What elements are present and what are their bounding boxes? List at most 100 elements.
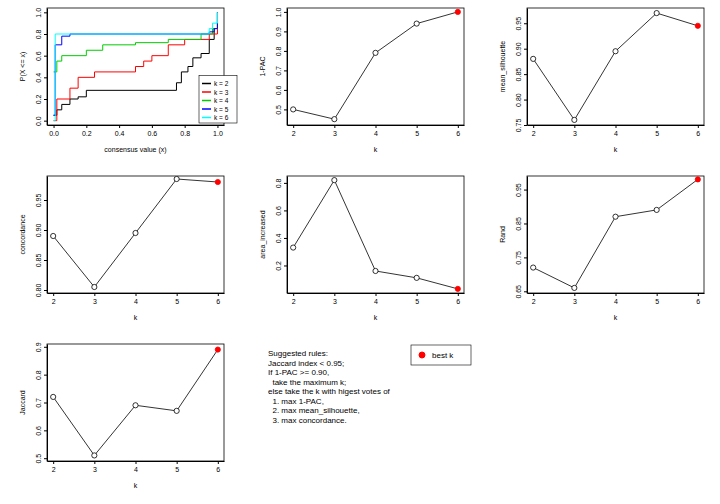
point bbox=[613, 49, 618, 54]
tick-label: 0.85 bbox=[515, 68, 522, 82]
tick-label: 0.6 bbox=[275, 206, 282, 216]
tick-label: 6 bbox=[456, 130, 460, 137]
tick: 0.95 bbox=[515, 183, 527, 197]
tick: 6 bbox=[456, 125, 460, 137]
plot-area bbox=[531, 177, 701, 291]
tick: 2 bbox=[532, 293, 536, 305]
y-axis-title: Jaccard bbox=[19, 390, 26, 415]
tick: 5 bbox=[655, 125, 659, 137]
rules-line: 1. max 1-PAC, bbox=[268, 397, 324, 406]
x-axis: 23456 bbox=[288, 293, 465, 305]
panel: 234560.20.40.60.8karea_increased bbox=[259, 176, 465, 321]
tick-label: 0.85 bbox=[515, 217, 522, 231]
plot-frame bbox=[527, 176, 704, 293]
tick-mark bbox=[524, 190, 527, 191]
tick: 0.85 bbox=[515, 68, 527, 82]
legend-box bbox=[411, 345, 471, 365]
tick-mark bbox=[44, 260, 47, 261]
y-axis-title: mean_silhouette bbox=[499, 41, 507, 92]
tick: 3 bbox=[93, 461, 97, 473]
tick-mark bbox=[53, 293, 54, 296]
plot-frame bbox=[47, 344, 224, 461]
tick: 0.4 bbox=[275, 233, 287, 243]
y-axis: 0.650.750.850.95 bbox=[515, 177, 528, 299]
tick-label: 0.95 bbox=[515, 183, 522, 197]
tick-mark bbox=[616, 125, 617, 128]
tick-label: 0.4 bbox=[115, 130, 125, 137]
tick-mark bbox=[44, 403, 47, 404]
tick-label: 0.7 bbox=[35, 398, 42, 408]
point bbox=[695, 23, 700, 28]
tick-mark bbox=[136, 293, 137, 296]
rules-line: 2. max mean_silhouette, bbox=[268, 406, 360, 415]
tick: 0.75 bbox=[515, 251, 527, 265]
plot-area bbox=[531, 10, 701, 122]
plot-frame bbox=[287, 176, 464, 293]
panel: 0.00.20.40.60.81.00.00.20.40.60.81.0cons… bbox=[19, 8, 237, 154]
plot-frame bbox=[47, 8, 224, 125]
axis-line bbox=[47, 177, 48, 294]
x-axis: 23456 bbox=[528, 125, 705, 137]
legend-swatch bbox=[419, 352, 425, 358]
tick-mark bbox=[94, 293, 95, 296]
point bbox=[92, 453, 97, 458]
tick: 0.8 bbox=[275, 178, 287, 188]
tick-label: 2 bbox=[292, 130, 296, 137]
legend-swatch bbox=[202, 91, 211, 93]
axis-line bbox=[527, 177, 528, 294]
series-line bbox=[54, 12, 218, 115]
tick-label: 2 bbox=[52, 298, 56, 305]
tick-label: 3 bbox=[93, 466, 97, 473]
y-axis-title: area_increased bbox=[259, 210, 267, 258]
tick-mark bbox=[53, 461, 54, 464]
tick-mark bbox=[284, 265, 287, 266]
tick: 4 bbox=[374, 125, 378, 137]
tick: 0.9 bbox=[35, 342, 47, 352]
tick-mark bbox=[376, 293, 377, 296]
tick: 1.0 bbox=[275, 7, 287, 17]
tick-mark bbox=[293, 125, 294, 128]
point bbox=[695, 177, 700, 182]
tick-mark bbox=[524, 74, 527, 75]
tick: 0.95 bbox=[515, 17, 527, 31]
series-line bbox=[533, 179, 698, 288]
tick-mark bbox=[284, 51, 287, 52]
y-axis: 0.50.60.70.80.91.0 bbox=[275, 7, 288, 125]
y-axis: 0.50.60.70.80.9 bbox=[35, 342, 48, 463]
tick: 6 bbox=[216, 461, 220, 473]
plot-area bbox=[51, 347, 221, 458]
tick-mark bbox=[218, 461, 219, 464]
tick: 0.8 bbox=[35, 30, 47, 40]
tick: 3 bbox=[573, 125, 577, 137]
point bbox=[133, 230, 138, 235]
tick-label: 0.2 bbox=[82, 130, 92, 137]
tick: 4 bbox=[614, 293, 618, 305]
tick-mark bbox=[657, 293, 658, 296]
tick-mark bbox=[152, 125, 153, 128]
axis-line bbox=[287, 9, 288, 126]
tick-mark bbox=[44, 347, 47, 348]
series-line bbox=[533, 13, 698, 120]
tick-label: 0.85 bbox=[35, 254, 42, 268]
y-axis-title: P(X <= x) bbox=[19, 52, 27, 82]
rules-line: Jaccard index < 0.95; bbox=[268, 359, 344, 368]
legend-label: k = 6 bbox=[214, 114, 229, 121]
tick-mark bbox=[44, 121, 47, 122]
tick-label: 6 bbox=[456, 298, 460, 305]
tick-mark bbox=[284, 238, 287, 239]
tick-mark bbox=[524, 291, 527, 292]
rules-line: 3. max concordance. bbox=[268, 416, 347, 425]
tick-label: 4 bbox=[374, 130, 378, 137]
point bbox=[215, 347, 220, 352]
tick: 0.90 bbox=[515, 42, 527, 56]
panel: 234560.50.60.70.80.91.0k1-PAC bbox=[259, 7, 465, 153]
tick-label: 0.9 bbox=[35, 342, 42, 352]
tick: 0.0 bbox=[35, 116, 47, 126]
tick-label: 1.0 bbox=[213, 130, 223, 137]
tick: 4 bbox=[614, 125, 618, 137]
tick: 5 bbox=[175, 293, 179, 305]
tick-mark bbox=[44, 230, 47, 231]
tick: 0.0 bbox=[49, 125, 59, 137]
tick-label: 6 bbox=[216, 298, 220, 305]
series-line bbox=[54, 12, 218, 120]
